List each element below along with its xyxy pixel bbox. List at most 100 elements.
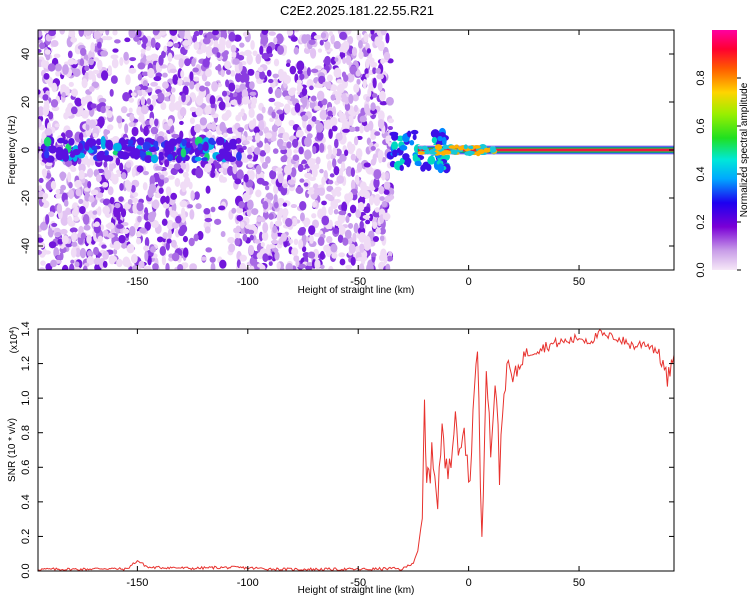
spectrogram-y-tick-label: 40 [20,48,32,60]
spectrogram-cell [100,105,106,114]
spectrogram-cell [57,238,64,245]
spectrogram-cell [259,264,266,270]
spectrogram-cell [71,88,78,97]
spectrogram-cell [298,263,307,269]
spectrogram-band-cell [96,151,104,159]
spectrogram-cell [373,195,381,206]
spectrogram-cell [70,259,75,264]
spectrogram-cell [219,121,226,132]
spectrogram-cell [235,225,241,234]
spectrogram-cell [171,87,176,93]
spectrogram-cell [106,222,115,230]
spectrogram-cell [387,118,395,124]
spectrogram-cell [70,247,77,258]
spectrogram-cell [97,235,103,243]
spectrogram-cell [121,243,127,249]
spectrogram-cell [158,131,165,138]
spectrogram-cell [337,234,344,243]
spectrogram-cell [165,241,170,251]
spectrogram-cell [193,30,200,37]
spectrogram-cell [235,159,243,168]
spectrogram-band-cell [164,144,173,154]
spectrogram-cell [358,40,363,49]
spectrogram-cell [328,128,333,139]
spectrogram-cell [161,255,166,266]
spectrogram-cell [301,246,307,253]
spectrogram-cell [271,124,278,133]
spectrogram-cell [326,74,333,82]
spectrogram-cell [261,30,269,35]
spectrogram-x-tick-label: -50 [350,276,366,288]
spectrogram-cell [293,238,299,246]
spectrogram-cell [383,181,391,190]
spectrogram-cell [126,243,135,254]
spectrogram-cell [119,162,124,172]
spectrogram-band-cell [148,146,157,153]
spectrogram-cell [339,112,347,124]
spectrogram-cell [359,220,364,230]
spectrogram-cell [338,225,346,235]
spectrogram-cell [331,252,338,259]
spectrogram-cell [216,51,221,59]
spectrogram-band-cell [100,135,106,146]
spectrogram-cell [264,132,273,139]
spectrogram-cell [166,221,174,228]
spectrogram-band-cell [133,151,140,160]
spectrogram-cell [56,255,62,260]
spectrogram-cell [253,155,258,161]
spectrogram-cell [321,200,327,206]
spectrogram-band-cell [452,151,458,155]
spectrogram-cell [239,42,245,48]
colorbar-ticks: 0.0 0.2 0.4 0.6 0.8 [695,70,741,278]
spectrogram-cell [343,74,349,82]
spectrogram-band-cell [454,144,459,149]
spectrogram-cell [166,190,172,197]
spectrogram-cell [334,198,341,203]
spectrogram-cell [297,229,305,236]
spectrogram-cell [356,257,364,262]
spectrogram-cell [218,167,224,173]
spectrogram-cell [301,114,309,122]
spectrogram-cell [292,217,298,226]
spectrogram-band-cell [201,157,208,162]
spectrogram-cell [38,30,43,38]
spectrogram-cell [384,195,392,203]
spectrogram-cell [221,90,228,97]
spectrogram-cell [230,99,239,106]
spectrogram-panel: -150 -100 -50 0 50 -40 -20 0 20 40 Height of str… [7,29,675,296]
spectrogram-cell [161,218,168,226]
spectrogram-cell [55,70,61,77]
spectrogram-cell [318,75,326,85]
spectrogram-cell [159,30,167,36]
spectrogram-cell [203,207,211,215]
spectrogram-cell [348,126,356,132]
spectrogram-cell [125,258,131,268]
spectrogram-line-core [417,148,674,152]
spectrogram-cell [310,68,319,73]
spectrogram-band-cell [69,152,76,158]
spectrogram-cell [368,120,374,131]
spectrogram-cell [373,143,379,148]
spectrogram-cell [109,255,118,263]
spectrogram-cell [145,46,151,52]
spectrogram-cell [255,71,260,80]
spectrogram-cell [211,46,219,55]
spectrogram-cell [261,106,266,114]
spectrogram-cell [271,111,276,119]
spectrogram-cell [92,222,100,227]
spectrogram-cell [373,177,380,189]
spectrogram-cell [349,65,358,75]
spectrogram-cell [377,119,385,129]
spectrogram-cell [193,124,202,133]
spectrogram-band-cell [468,145,474,150]
spectrogram-cell [113,248,118,255]
spectrogram-cell [155,61,161,73]
spectrogram-cell [338,210,347,216]
spectrogram-cell [184,81,190,87]
spectrogram-cell [82,214,90,225]
spectrogram-cell [228,31,236,42]
spectrogram-cell [254,239,261,244]
spectrogram-cell [116,223,124,229]
spectrogram-band-cell [181,138,187,147]
spectrogram-cell [342,42,348,53]
